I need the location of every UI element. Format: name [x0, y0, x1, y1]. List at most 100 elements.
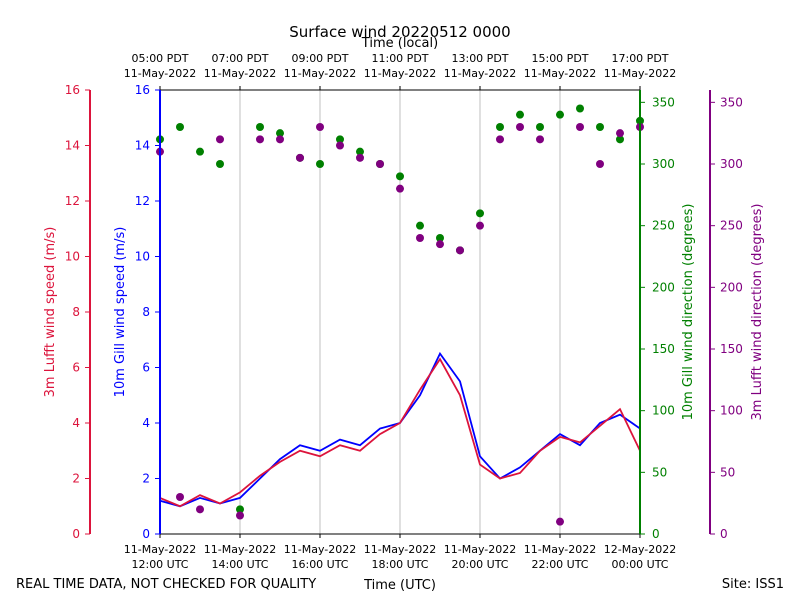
lufft_dir-tick-label: 0: [720, 527, 728, 541]
series-point-gill_dir: [416, 221, 424, 230]
bottom-tick-label-time: 00:00 UTC: [611, 558, 668, 571]
series-point-lufft_dir: [216, 135, 224, 144]
lufft_speed-tick-label: 2: [72, 472, 80, 486]
series-point-lufft_dir: [196, 505, 204, 514]
plot-area: [156, 104, 644, 526]
series-point-gill_dir: [396, 172, 404, 181]
series-point-lufft_dir: [616, 129, 624, 138]
series-point-lufft_dir: [516, 123, 524, 131]
series-point-lufft_dir: [376, 160, 384, 168]
gill_speed-tick-label: 10: [135, 250, 150, 264]
bottom-tick-label-date: 11-May-2022: [204, 543, 276, 556]
series-point-lufft_dir: [276, 135, 284, 144]
top-tick-label-time: 07:00 PDT: [211, 52, 268, 65]
series-point-lufft_dir: [316, 123, 324, 131]
series-point-gill_dir: [536, 123, 544, 131]
series-point-lufft_dir: [236, 511, 244, 520]
gill_speed-tick-label: 2: [142, 472, 150, 486]
lufft_speed-tick-label: 6: [72, 361, 80, 375]
bottom-tick-label-date: 11-May-2022: [524, 543, 596, 556]
gill_speed-tick-label: 16: [135, 83, 150, 97]
lufft_dir-tick-label: 200: [720, 280, 743, 294]
gill-speed-axis-label: 10m Gill wind speed (m/s): [113, 227, 128, 398]
gill_speed-tick-label: 6: [142, 361, 150, 375]
top-tick-label-time: 13:00 PDT: [451, 52, 508, 65]
series-point-gill_dir: [496, 123, 504, 131]
gill_dir-tick-label: 300: [652, 157, 675, 171]
series-point-lufft_dir: [336, 141, 344, 150]
series-line-lufft_speed: [159, 357, 641, 508]
series-point-gill_dir: [616, 135, 624, 144]
gill_dir-tick-label: 250: [652, 219, 675, 233]
bottom-tick-label-date: 11-May-2022: [284, 543, 356, 556]
lufft_speed-tick-label: 10: [65, 250, 80, 264]
gill_dir-tick-label: 350: [652, 95, 675, 109]
gill_speed-tick-label: 0: [142, 527, 150, 541]
series-point-lufft_dir: [556, 517, 564, 526]
lufft_speed-tick-label: 14: [65, 139, 80, 153]
top-tick-label-date: 11-May-2022: [604, 67, 676, 80]
lufft_dir-tick-label: 150: [720, 342, 743, 356]
bottom-axis-label: Time (UTC): [363, 578, 436, 593]
gill_speed-tick-label: 4: [142, 416, 150, 430]
lufft-dir-axis-label: 3m Lufft wind direction (degrees): [750, 204, 765, 421]
top-tick-label-time: 15:00 PDT: [531, 52, 588, 65]
bottom-tick-label-time: 22:00 UTC: [531, 558, 588, 571]
series-point-gill_dir: [556, 110, 564, 119]
series-point-gill_dir: [596, 123, 604, 131]
series-point-gill_dir: [436, 234, 444, 242]
series-point-gill_dir: [256, 123, 264, 131]
series-point-gill_dir: [176, 123, 184, 131]
bottom-tick-label-time: 18:00 UTC: [371, 558, 428, 571]
series-point-lufft_dir: [396, 184, 404, 193]
gill_speed-tick-label: 12: [135, 194, 150, 208]
gill-dir-axis-label: 10m Gill wind direction (degrees): [681, 204, 696, 421]
series-point-gill_dir: [236, 505, 244, 514]
lufft_dir-tick-label: 350: [720, 95, 743, 109]
top-tick-label-date: 11-May-2022: [124, 67, 196, 80]
gill_dir-tick-label: 0: [652, 527, 660, 541]
top-tick-label-time: 11:00 PDT: [371, 52, 428, 65]
site-label: Site: ISS1: [722, 577, 784, 592]
series-point-lufft_dir: [356, 153, 364, 162]
series-point-gill_dir: [316, 160, 324, 168]
series-point-lufft_dir: [296, 153, 304, 162]
lufft_speed-tick-label: 8: [72, 305, 80, 319]
series-point-lufft_dir: [436, 240, 444, 249]
top-tick-label-time: 17:00 PDT: [611, 52, 668, 65]
top-tick-label-date: 11-May-2022: [284, 67, 356, 80]
lufft_speed-tick-label: 4: [72, 416, 80, 430]
series-point-gill_dir: [576, 104, 584, 113]
top-tick-label-date: 11-May-2022: [444, 67, 516, 80]
series-point-lufft_dir: [576, 123, 584, 131]
series-point-lufft_dir: [476, 221, 484, 230]
bottom-tick-label-date: 12-May-2022: [604, 543, 676, 556]
gridlines: [239, 90, 561, 534]
gill_dir-tick-label: 100: [652, 404, 675, 418]
top-tick-label-date: 11-May-2022: [204, 67, 276, 80]
quality-disclaimer: REAL TIME DATA, NOT CHECKED FOR QUALITY: [16, 577, 316, 592]
bottom-tick-label-time: 12:00 UTC: [131, 558, 188, 571]
series-point-gill_dir: [276, 129, 284, 138]
lufft_speed-tick-label: 16: [65, 83, 80, 97]
axes: 11-May-2022 12:00 UTC 11-May-2022 14:00 UTC…: [65, 52, 743, 571]
top-tick-label-time: 09:00 PDT: [291, 52, 348, 65]
bottom-tick-label-time: 16:00 UTC: [291, 558, 348, 571]
series-point-lufft_dir: [176, 493, 184, 501]
lufft_dir-tick-label: 300: [720, 157, 743, 171]
series-point-gill_dir: [196, 147, 204, 156]
gill_speed-tick-label: 8: [142, 305, 150, 319]
lufft_dir-tick-label: 50: [720, 465, 735, 479]
bottom-tick-label-date: 11-May-2022: [444, 543, 516, 556]
lufft_speed-tick-label: 12: [65, 194, 80, 208]
series-point-lufft_dir: [256, 135, 264, 144]
series-point-gill_dir: [216, 160, 224, 168]
gill_speed-tick-label: 14: [135, 139, 150, 153]
series-point-gill_dir: [476, 209, 484, 218]
top-tick-label-time: 05:00 PDT: [131, 52, 188, 65]
bottom-tick-label-time: 20:00 UTC: [451, 558, 508, 571]
series-point-gill_dir: [336, 135, 344, 144]
top-tick-label-date: 11-May-2022: [524, 67, 596, 80]
series-point-lufft_dir: [536, 135, 544, 144]
